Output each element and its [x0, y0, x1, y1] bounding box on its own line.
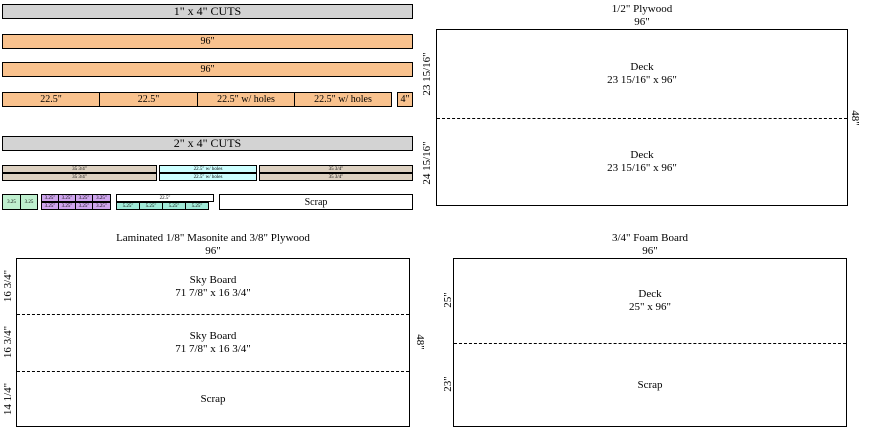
board-2x4-teal-cut-2: 5.25"	[139, 202, 163, 210]
section-size: 23 15/16" x 96"	[607, 162, 677, 174]
board-2x4-purple-bottom-4: 3.25"	[92, 202, 111, 210]
laminated-sheet: Sky Board 71 7/8" x 16 3/4" Sky Board 71…	[16, 258, 410, 427]
plywood-half-section-2: Deck 23 15/16" x 96"	[437, 119, 847, 205]
plywood-half-side-1: 23 15/16"	[421, 52, 433, 96]
board-2x4-teal-cut-4: 5.25"	[185, 202, 209, 210]
foam-section-2: Scrap	[454, 344, 846, 426]
board-1x4-3-cut-4: 22.5" w/ holes	[294, 92, 392, 107]
board-2x4-purple-bottom-3: 3.25"	[75, 202, 93, 210]
board-2x4-purple-top-2: 3.25"	[58, 194, 76, 202]
board-2x4-1-cut-1: 35 3/4"	[2, 165, 157, 173]
board-2x4-white-cut: 22.5"	[116, 194, 214, 202]
cuts-1x4-title: 1" x 4" CUTS	[2, 4, 413, 19]
board-2x4-small-cut-1: 3.25	[2, 194, 21, 210]
section-name: Scrap	[200, 392, 226, 405]
foam-title: 3/4" Foam Board	[612, 232, 688, 244]
board-2x4-small-cut-2: 3.25	[20, 194, 38, 210]
board-1x4-2: 96"	[2, 62, 413, 77]
board-2x4-2-cut-3: 35 3/4"	[259, 173, 413, 181]
section-name: Sky Board	[189, 330, 237, 342]
plywood-half-height: 48"	[849, 110, 861, 126]
cuts-2x4-title: 2" x 4" CUTS	[2, 136, 413, 151]
foam-width: 96"	[642, 245, 658, 257]
plywood-half-side-2: 24 15/16"	[421, 141, 433, 185]
board-2x4-purple-bottom-2: 3.25"	[58, 202, 76, 210]
board-2x4-2-cut-2: 22.5" w/ holes	[159, 173, 257, 181]
foam-section-1: Deck 25" x 96"	[454, 259, 846, 343]
board-1x4-3-cut-3: 22.5" w/ holes	[197, 92, 295, 107]
board-1x4-3-cut-1: 22.5"	[2, 92, 100, 107]
laminated-side-2: 16 3/4"	[2, 325, 14, 359]
section-size: 71 7/8" x 16 3/4"	[175, 286, 251, 299]
section-name: Deck	[630, 149, 654, 161]
section-size: 71 7/8" x 16 3/4"	[175, 343, 251, 355]
laminated-side-3: 14 1/4"	[2, 382, 14, 416]
board-2x4-1-cut-2: 22.5" w/ holes	[159, 165, 257, 173]
laminated-height: 48"	[414, 334, 426, 350]
board-2x4-teal-cut-3: 5.25"	[162, 202, 186, 210]
plywood-half-sheet: Deck 23 15/16" x 96" Deck 23 15/16" x 96…	[436, 29, 848, 206]
cut-line	[454, 343, 846, 344]
board-2x4-1-cut-3: 35 3/4"	[259, 165, 413, 173]
cut-line	[17, 371, 409, 372]
section-size: 23 15/16" x 96"	[607, 74, 677, 86]
board-2x4-purple-top-1: 3.25"	[41, 194, 59, 202]
laminated-side-1: 16 3/4"	[2, 269, 14, 303]
laminated-section-1: Sky Board 71 7/8" x 16 3/4"	[17, 259, 409, 314]
plywood-half-width: 96"	[634, 16, 650, 28]
board-1x4-1: 96"	[2, 34, 413, 49]
foam-side-1: 25"	[442, 292, 454, 308]
board-2x4-2-cut-1: 35 3/4"	[2, 173, 157, 181]
laminated-width: 96"	[205, 245, 221, 257]
plywood-half-title: 1/2" Plywood	[611, 3, 673, 15]
board-2x4-purple-bottom-1: 3.25"	[41, 202, 59, 210]
cut-line	[17, 314, 409, 315]
section-size: 25" x 96"	[629, 301, 671, 313]
plywood-half-section-1: Deck 23 15/16" x 96"	[437, 30, 847, 118]
board-2x4-scrap: Scrap	[219, 194, 413, 210]
section-name: Sky Board	[189, 273, 237, 286]
foam-sheet: Deck 25" x 96" Scrap	[453, 258, 847, 427]
laminated-section-2: Sky Board 71 7/8" x 16 3/4"	[17, 315, 409, 371]
laminated-title: Laminated 1/8" Masonite and 3/8" Plywood	[116, 232, 310, 244]
section-name: Deck	[638, 288, 662, 300]
board-1x4-3-cut-2: 22.5"	[99, 92, 198, 107]
board-1x4-3-cut-5: 4"	[397, 92, 413, 107]
cut-line	[437, 118, 847, 119]
board-2x4-teal-cut-1: 5.25"	[116, 202, 140, 210]
section-name: Scrap	[637, 378, 663, 391]
board-2x4-purple-top-4: 3.25"	[92, 194, 111, 202]
section-name: Deck	[630, 61, 654, 73]
foam-side-2: 23"	[442, 376, 454, 392]
board-2x4-purple-top-3: 3.25"	[75, 194, 93, 202]
laminated-section-3: Scrap	[17, 372, 409, 426]
